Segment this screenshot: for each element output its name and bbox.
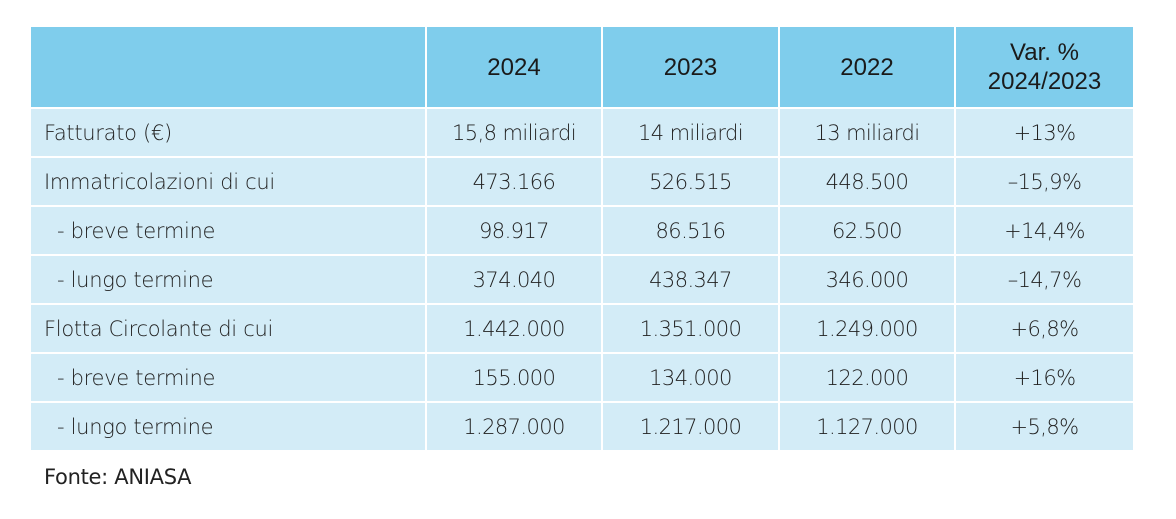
header-cell-2023: 2023 (602, 27, 780, 108)
row-label: - lungo termine (31, 401, 427, 450)
cell-variation: +16% (955, 352, 1133, 402)
header-cell-empty (31, 27, 427, 108)
table-row: - breve termine 98.917 86.516 62.500 +14,4% (31, 205, 1133, 255)
cell-2024: 374.040 (426, 254, 603, 304)
cell-2024: 155.000 (426, 352, 603, 402)
cell-2022: 13 miliardi (779, 107, 956, 157)
table-row: Fatturato (€) 15,8 miliardi 14 miliardi 13 … (31, 107, 1133, 157)
header-cell-2022: 2022 (779, 27, 956, 108)
row-label: - lungo termine (31, 254, 427, 304)
table-row: - lungo termine 374.040 438.347 346.000 –14,… (31, 254, 1133, 304)
cell-2023: 1.217.000 (602, 401, 780, 450)
cell-2022: 1.249.000 (779, 303, 956, 353)
row-label: - breve termine (31, 205, 427, 255)
table-body: Fatturato (€) 15,8 miliardi 14 miliardi 13 … (31, 107, 1133, 450)
header-variation-line-1: Var. % (1010, 39, 1079, 66)
table-row: Immatricolazioni di cui 473.166 526.515 448… (31, 156, 1133, 206)
data-table: 2024 2023 2022 Var. % 2024/2023 Fatturat… (31, 27, 1133, 450)
cell-2023: 86.516 (602, 205, 780, 255)
row-label: - breve termine (31, 352, 427, 402)
cell-variation: +14,4% (955, 205, 1133, 255)
cell-variation: –15,9% (955, 156, 1133, 206)
cell-2023: 14 miliardi (602, 107, 780, 157)
table-header-row: 2024 2023 2022 Var. % 2024/2023 (31, 27, 1133, 108)
cell-2022: 62.500 (779, 205, 956, 255)
cell-variation: +5,8% (955, 401, 1133, 450)
row-label: Immatricolazioni di cui (31, 156, 427, 206)
table-row: - lungo termine 1.287.000 1.217.000 1.127.0… (31, 401, 1133, 450)
cell-2023: 438.347 (602, 254, 780, 304)
row-label: Fatturato (€) (31, 107, 427, 157)
cell-2024: 1.287.000 (426, 401, 603, 450)
row-label: Flotta Circolante di cui (31, 303, 427, 353)
source-note: Fonte: ANIASA (44, 465, 192, 489)
cell-2024: 98.917 (426, 205, 603, 255)
data-table-container: 2024 2023 2022 Var. % 2024/2023 Fatturat… (31, 27, 1133, 450)
header-cell-2024: 2024 (426, 27, 603, 108)
cell-2022: 122.000 (779, 352, 956, 402)
cell-2022: 346.000 (779, 254, 956, 304)
cell-variation: –14,7% (955, 254, 1133, 304)
cell-2023: 134.000 (602, 352, 780, 402)
table-row: - breve termine 155.000 134.000 122.000 +16% (31, 352, 1133, 402)
cell-2023: 526.515 (602, 156, 780, 206)
cell-2024: 15,8 miliardi (426, 107, 603, 157)
header-variation-line-2: 2024/2023 (987, 68, 1102, 95)
cell-2024: 473.166 (426, 156, 603, 206)
cell-2022: 1.127.000 (779, 401, 956, 450)
cell-variation: +6,8% (955, 303, 1133, 353)
cell-2022: 448.500 (779, 156, 956, 206)
cell-2023: 1.351.000 (602, 303, 780, 353)
cell-2024: 1.442.000 (426, 303, 603, 353)
cell-variation: +13% (955, 107, 1133, 157)
header-cell-variation: Var. % 2024/2023 (955, 27, 1133, 108)
table-row: Flotta Circolante di cui 1.442.000 1.351.0… (31, 303, 1133, 353)
